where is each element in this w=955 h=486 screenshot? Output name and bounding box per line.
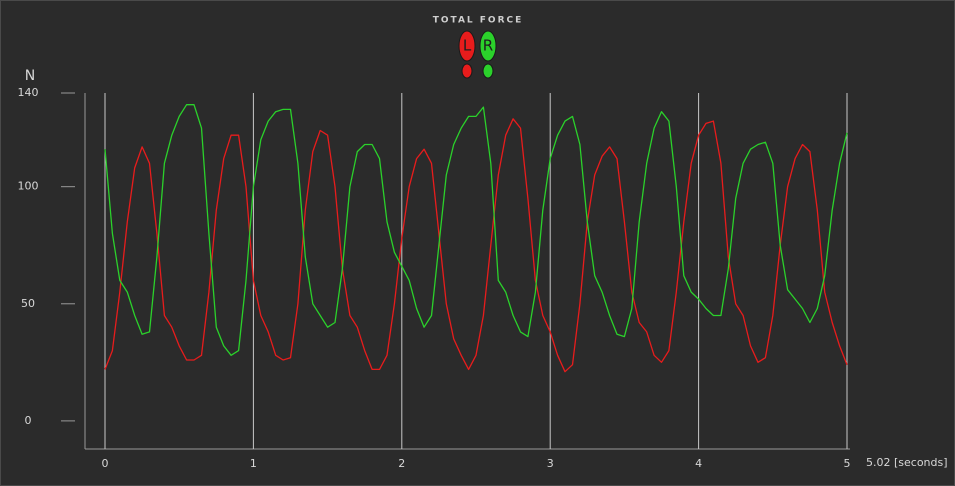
- legend-label: L: [463, 37, 472, 55]
- legend-label: R: [483, 37, 493, 55]
- legend-heel: [461, 63, 473, 79]
- legend-foot: [458, 30, 476, 62]
- x-tick-label: 0: [102, 457, 109, 470]
- x-tick-label: 1: [250, 457, 257, 470]
- y-tick-label: 50: [21, 297, 35, 310]
- y-tick-label: 140: [18, 86, 39, 99]
- series-line: [104, 104, 848, 356]
- legend-foot: [479, 30, 497, 62]
- x-tick-label: 2: [398, 457, 405, 470]
- y-tick-label: 0: [25, 414, 32, 427]
- x-tick-label: 5: [844, 457, 851, 470]
- x-tick-label: 3: [547, 457, 554, 470]
- legend-item: L: [458, 30, 476, 79]
- legend-heel: [482, 63, 494, 79]
- chart-title: TOTAL FORCE: [433, 16, 524, 26]
- series-line: [104, 118, 848, 373]
- legend-item: R: [479, 30, 497, 79]
- x-tick-label: 4: [695, 457, 702, 470]
- x-axis-label: 5.02 [seconds]: [866, 456, 948, 469]
- y-axis-label: N: [25, 68, 35, 84]
- y-tick-label: 100: [18, 180, 39, 193]
